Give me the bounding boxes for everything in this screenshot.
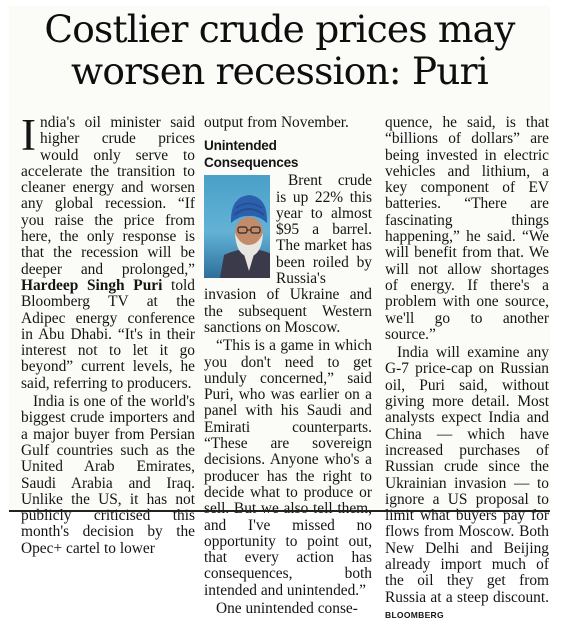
paragraph: Brent crude is up 22% this year to almos…	[204, 172, 372, 336]
headline-line-2: worsen recession: Puri	[71, 49, 489, 93]
headline-line-1: Costlier crude prices may	[44, 7, 515, 51]
person-name: Hardeep Singh Puri	[21, 276, 163, 294]
column-2: output from November. Unintended Consequ…	[204, 114, 372, 619]
paragraph: quence, he said, is that “billions of do…	[385, 114, 549, 343]
column-3: quence, he said, is that “billions of do…	[385, 114, 549, 625]
paragraph: India is one of the world's biggest crud…	[21, 393, 195, 557]
paragraph: One unintended conse-	[216, 600, 358, 618]
subheading: Unintended Consequences	[204, 138, 299, 171]
paragraph: India will examine any G-7 price-cap on …	[385, 344, 549, 620]
drop-cap: I	[21, 110, 36, 160]
portrait-illustration	[220, 195, 270, 279]
bottom-rule	[9, 510, 550, 512]
headline: Costlier crude prices may worsen recessi…	[9, 8, 550, 92]
portrait-photo	[204, 175, 270, 279]
byline-credit: BLOOMBERG	[385, 609, 444, 620]
paragraph: “This is a game in which you don't need …	[204, 337, 372, 599]
paragraph: output from November.	[204, 114, 349, 131]
newspaper-clipping: Costlier crude prices may worsen recessi…	[9, 6, 550, 620]
